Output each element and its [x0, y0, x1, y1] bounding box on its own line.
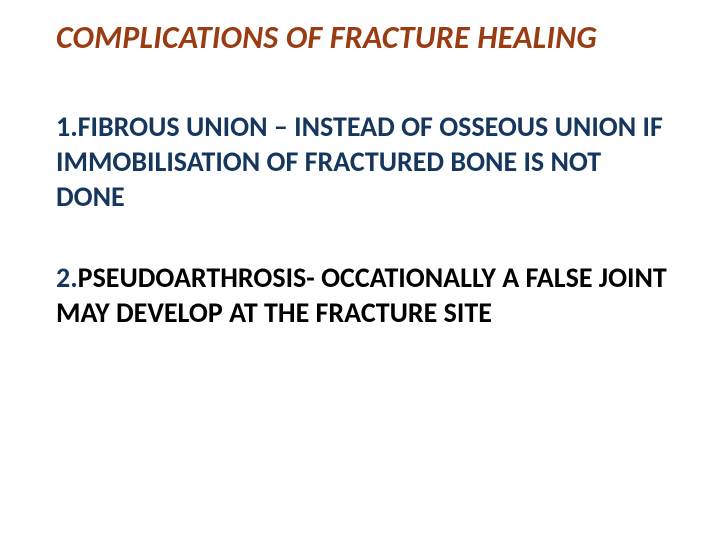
item-number: 1.: [56, 109, 78, 144]
slide: COMPLICATIONS OF FRACTURE HEALING 1.FIBR…: [0, 0, 720, 540]
item-body: PSEUDOARTHROSIS- OCCATIONALLY A FALSE JO…: [56, 260, 667, 330]
item-number: 2.: [56, 260, 78, 295]
list-item: 2.PSEUDOARTHROSIS- OCCATIONALLY A FALSE …: [56, 260, 672, 330]
item-body: FIBROUS UNION – INSTEAD OF OSSEOUS UNION…: [56, 109, 663, 214]
list-item: 1.FIBROUS UNION – INSTEAD OF OSSEOUS UNI…: [56, 109, 672, 214]
slide-title: COMPLICATIONS OF FRACTURE HEALING: [56, 20, 672, 57]
